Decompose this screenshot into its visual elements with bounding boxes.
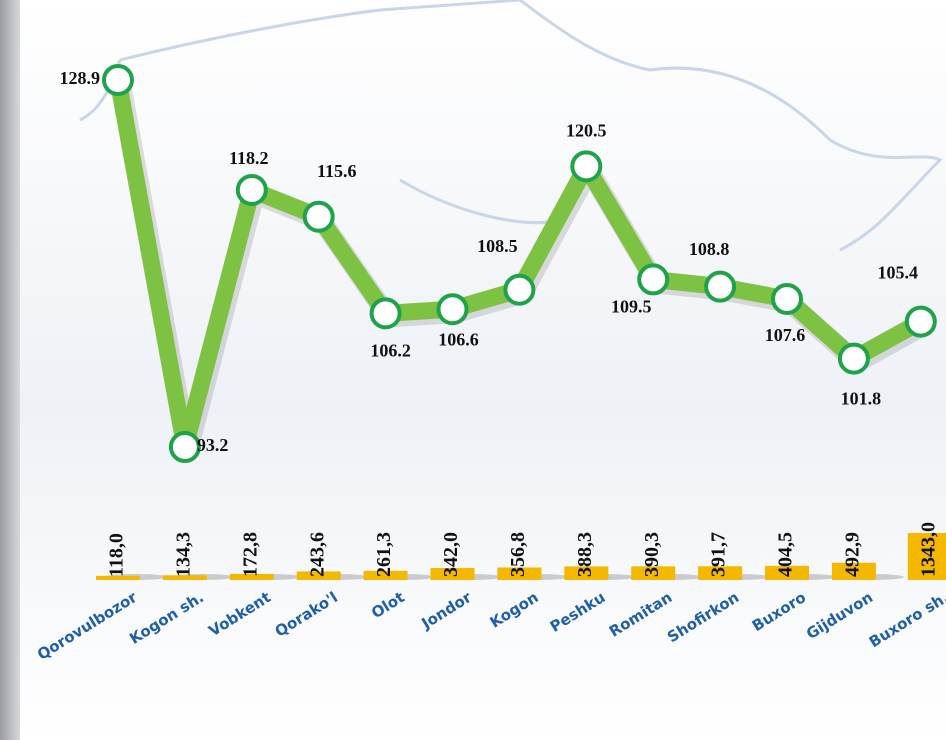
data-label: 101.8: [841, 389, 882, 409]
side-strip: [0, 0, 20, 740]
bar: [497, 567, 542, 580]
marker: [369, 297, 402, 330]
marker: [503, 273, 536, 306]
data-label: 356,8: [507, 532, 529, 577]
data-label: 404,5: [775, 532, 797, 577]
data-label: 105.4: [878, 263, 919, 283]
data-label: 172,8: [239, 532, 261, 577]
data-label: 93.2: [197, 435, 229, 455]
data-label: 388,3: [574, 532, 596, 577]
data-label: 390,3: [641, 532, 663, 577]
data-label: 243,6: [306, 532, 328, 577]
data-label: 1343,0: [917, 522, 939, 577]
marker: [704, 270, 737, 303]
data-label: 109.5: [611, 297, 652, 317]
bar: [229, 573, 274, 580]
marker: [837, 342, 870, 375]
data-label: 118,0: [106, 533, 128, 577]
bar: [162, 575, 207, 580]
data-label: 106.6: [438, 329, 479, 349]
marker: [102, 64, 134, 96]
marker: [436, 293, 469, 326]
marker: [302, 200, 335, 233]
bar: [296, 571, 341, 580]
data-label: 107.6: [765, 325, 806, 345]
data-label: 118.2: [229, 148, 269, 168]
marker: [771, 282, 803, 315]
bar: [698, 566, 743, 580]
data-label: 134,3: [172, 532, 194, 577]
bar: [907, 533, 946, 580]
bar: [564, 566, 609, 580]
bar: [363, 570, 408, 580]
marker: [235, 173, 268, 206]
marker: [570, 150, 603, 183]
data-label: 261,3: [373, 532, 395, 577]
data-label: 391,7: [708, 532, 730, 577]
bar: [96, 575, 140, 580]
bar: [631, 566, 676, 580]
bar: [831, 562, 876, 580]
data-label: 108.8: [689, 239, 730, 259]
data-label: 128.9: [60, 68, 101, 88]
data-label: 115.6: [317, 161, 357, 181]
data-label: 120.5: [566, 120, 607, 140]
bar: [430, 568, 475, 580]
bar: [765, 565, 809, 580]
marker: [904, 305, 937, 338]
data-label: 492,9: [841, 532, 863, 577]
data-label: 342,0: [440, 532, 462, 577]
marker: [168, 431, 201, 463]
marker: [637, 263, 670, 296]
data-label: 106.2: [370, 340, 411, 360]
data-label: 108.5: [477, 236, 518, 256]
